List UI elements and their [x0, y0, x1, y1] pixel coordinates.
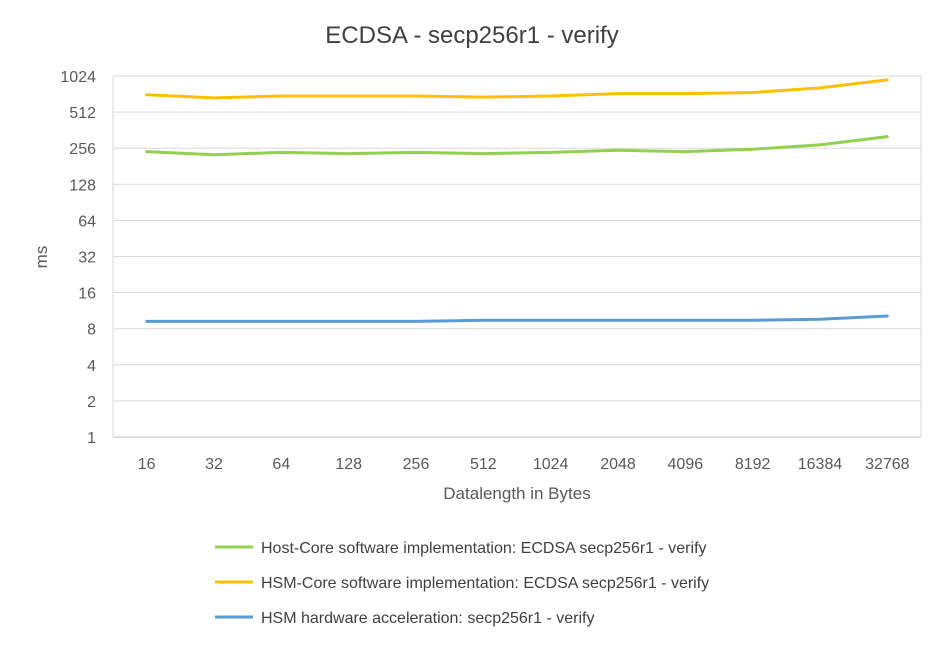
series-line-2 — [145, 78, 889, 100]
x-tick-label: 32768 — [865, 456, 910, 473]
x-tick-label: 256 — [403, 456, 430, 473]
y-tick-labels: 1 2 4 8 16 32 64 128 256 512 1024 — [60, 69, 96, 447]
x-tick-label: 512 — [470, 456, 497, 473]
legend-label: Host-Core software implementation: ECDSA… — [261, 540, 707, 557]
x-tick-label: 64 — [272, 456, 290, 473]
y-tick-label: 1 — [87, 430, 96, 447]
gridlines — [112, 75, 922, 438]
y-tick-label: 1024 — [60, 69, 96, 86]
chart-title: ECDSA - secp256r1 - verify — [325, 22, 618, 49]
x-tick-label: 128 — [335, 456, 362, 473]
x-tick-label: 16 — [138, 456, 156, 473]
y-tick-label: 64 — [78, 213, 96, 230]
legend-label: HSM hardware acceleration: secp256r1 - v… — [261, 610, 594, 627]
y-tick-label: 128 — [69, 177, 96, 194]
y-tick-label: 32 — [78, 250, 96, 267]
y-tick-label: 8 — [87, 322, 96, 339]
series-line-3 — [145, 314, 889, 323]
y-tick-label: 256 — [69, 141, 96, 158]
x-axis-title: Datalength in Bytes — [443, 484, 590, 503]
y-tick-label: 2 — [87, 394, 96, 411]
series-lines — [145, 78, 889, 323]
x-tick-label: 2048 — [600, 456, 636, 473]
x-tick-label: 4096 — [668, 456, 704, 473]
x-tick-labels: 16 32 64 128 256 512 1024 2048 4096 8192 16384 3276… — [138, 456, 910, 473]
y-axis-title: ms — [32, 246, 51, 269]
y-tick-label: 16 — [78, 286, 96, 303]
x-tick-label: 32 — [205, 456, 223, 473]
x-tick-label: 1024 — [533, 456, 569, 473]
legend-label: HSM-Core software implementation: ECDSA … — [261, 575, 709, 592]
y-tick-label: 4 — [87, 358, 96, 375]
y-tick-label: 512 — [69, 105, 96, 122]
x-tick-label: 16384 — [798, 456, 843, 473]
series-line-1 — [145, 135, 889, 157]
x-tick-label: 8192 — [735, 456, 771, 473]
legend: Host-Core software implementation: ECDSA… — [215, 540, 709, 627]
